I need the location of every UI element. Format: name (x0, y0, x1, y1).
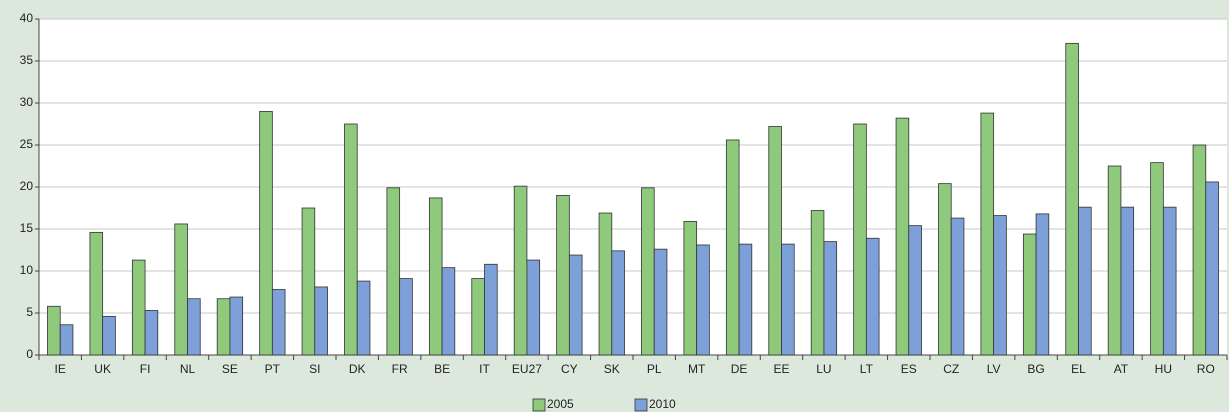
bar (314, 286, 328, 356)
bar (301, 207, 316, 356)
x-tick-label: EL (1071, 362, 1086, 376)
x-tick-label: MT (688, 362, 706, 376)
x-tick-label: DE (731, 362, 748, 376)
bar (810, 210, 825, 356)
bar (598, 212, 613, 356)
bar (853, 123, 867, 356)
x-tick-label: HU (1155, 362, 1172, 376)
x-tick-label: ES (901, 362, 917, 376)
bar (144, 310, 159, 356)
x-tick-label: CY (561, 362, 578, 376)
bar (1107, 165, 1122, 356)
bar (1065, 42, 1079, 356)
x-tick-label: LT (860, 362, 874, 376)
bar (556, 194, 570, 356)
bar (725, 139, 740, 356)
bar (271, 289, 286, 356)
bar (938, 183, 952, 356)
bar (641, 187, 655, 356)
bar (259, 111, 273, 356)
bar (441, 267, 456, 356)
bar (895, 117, 910, 356)
x-tick-label: IT (479, 362, 490, 376)
y-tick-label: 35 (20, 53, 34, 67)
x-tick-label: CZ (943, 362, 959, 376)
x-tick-label: FR (392, 362, 408, 376)
x-tick-label: EE (773, 362, 789, 376)
bar (513, 185, 528, 356)
legend-swatch (532, 398, 546, 412)
bar (568, 254, 583, 356)
bar (1192, 144, 1207, 356)
y-tick-label: 20 (20, 179, 34, 193)
legend-label: 2005 (547, 397, 574, 411)
y-tick-label: 10 (20, 263, 34, 277)
bar (526, 259, 541, 356)
bar (653, 248, 668, 356)
y-tick-label: 25 (20, 137, 34, 151)
y-tick-label: 30 (20, 95, 34, 109)
x-tick-label: NL (180, 362, 196, 376)
bar (980, 112, 995, 356)
bar (738, 243, 753, 356)
x-tick-label: DK (349, 362, 366, 376)
bar (47, 305, 61, 356)
x-tick-label: BG (1027, 362, 1044, 376)
bar (174, 223, 188, 356)
bar (823, 241, 838, 356)
x-tick-label: PL (647, 362, 662, 376)
y-tick-label: 40 (20, 11, 34, 25)
bar (865, 237, 880, 356)
bar (611, 250, 625, 356)
bar (344, 123, 358, 356)
bar (216, 298, 231, 356)
y-tick-label: 15 (20, 221, 34, 235)
x-tick-label: SE (222, 362, 238, 376)
bar (1162, 206, 1177, 356)
x-tick-label: LU (816, 362, 831, 376)
bar (993, 215, 1007, 356)
bar (89, 231, 104, 356)
bar (102, 315, 116, 356)
bar (1120, 206, 1135, 356)
x-tick-label: PT (265, 362, 281, 376)
bar (386, 187, 401, 356)
bar (1022, 233, 1037, 356)
bar (768, 126, 782, 356)
bar (1150, 162, 1164, 356)
y-tick-label: 5 (26, 305, 33, 319)
x-tick-label: SK (604, 362, 620, 376)
x-tick-label: LV (987, 362, 1001, 376)
x-tick-label: FI (140, 362, 151, 376)
x-tick-label: AT (1114, 362, 1129, 376)
x-tick-label: SI (309, 362, 320, 376)
bar (356, 280, 371, 356)
x-tick-label: RO (1197, 362, 1215, 376)
bar (1035, 213, 1050, 356)
bar (187, 298, 201, 356)
bar (683, 221, 698, 356)
y-tick-label: 0 (26, 347, 33, 361)
x-tick-label: BE (434, 362, 450, 376)
bar (781, 243, 795, 356)
x-tick-label: EU27 (512, 362, 542, 376)
bar (1205, 181, 1219, 356)
bar (696, 244, 710, 356)
bar (399, 278, 413, 356)
bar (1078, 206, 1092, 356)
bar (59, 324, 74, 356)
bar (131, 259, 146, 356)
bar (484, 263, 498, 356)
bar (908, 225, 922, 356)
bar (229, 296, 244, 356)
x-tick-label: IE (55, 362, 66, 376)
legend-label: 2010 (649, 397, 676, 411)
legend-swatch (634, 398, 648, 412)
x-tick-label: UK (94, 362, 111, 376)
bar (471, 278, 485, 356)
bar (428, 197, 443, 356)
bar (950, 217, 965, 356)
